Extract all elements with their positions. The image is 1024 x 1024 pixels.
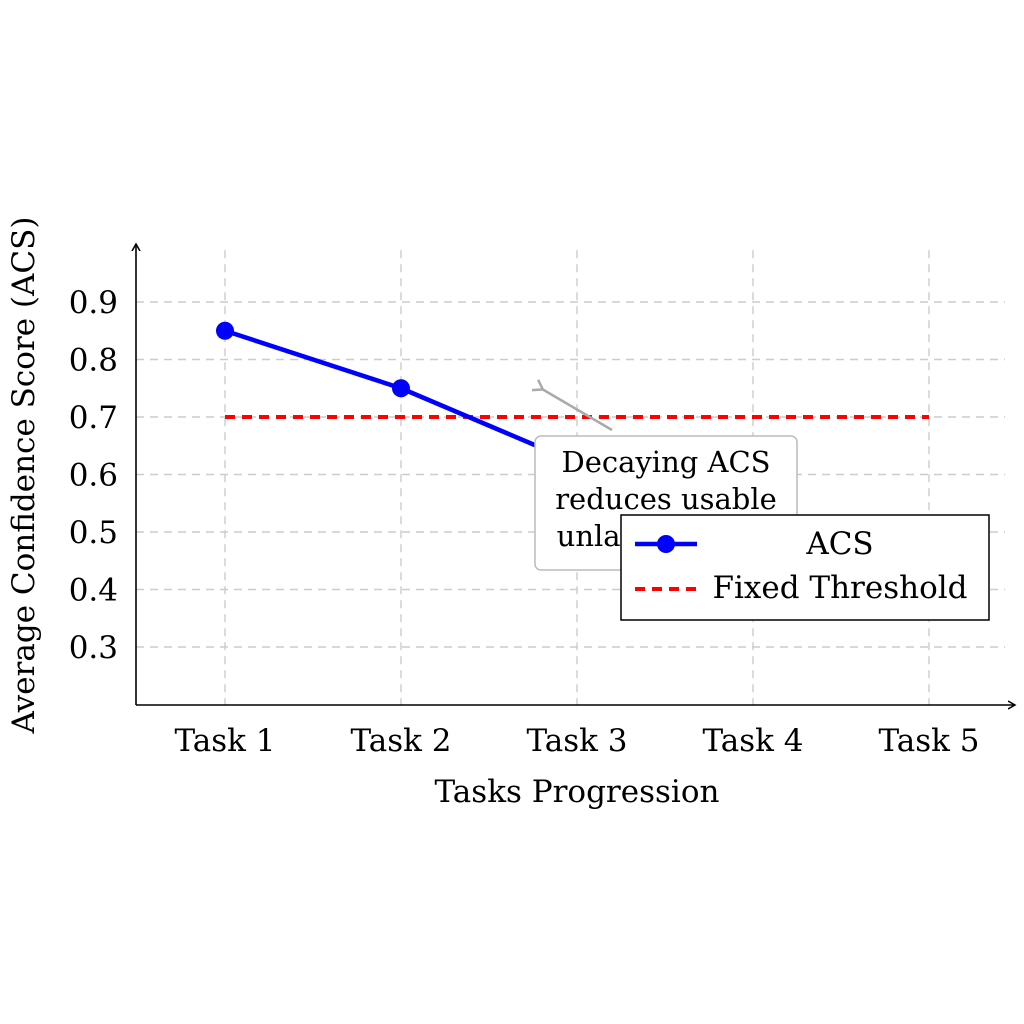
y-tick-label: 0.7	[69, 400, 118, 436]
legend-threshold-label: Fixed Threshold	[712, 570, 967, 606]
y-tick-labels: 0.3 0.4 0.5 0.6 0.7 0.8 0.9	[69, 285, 118, 666]
legend-acs-marker	[657, 535, 675, 553]
y-tick-label: 0.9	[69, 285, 118, 321]
annotation-arrow	[542, 389, 613, 432]
x-tick-label: Task 4	[702, 723, 803, 759]
x-tick-label: Task 5	[878, 723, 979, 759]
x-axis-label: Tasks Progression	[435, 774, 720, 810]
x-tick-label: Task 1	[174, 723, 275, 759]
y-axis-label: Average Confidence Score (ACS)	[6, 217, 42, 735]
legend-acs-label: ACS	[805, 526, 873, 562]
legend: ACS Fixed Threshold	[620, 514, 990, 621]
acs-data-point	[392, 379, 410, 398]
x-tick-label: Task 2	[350, 723, 451, 759]
legend-box	[620, 514, 990, 621]
y-tick-label: 0.4	[69, 573, 118, 609]
y-tick-label: 0.6	[69, 458, 118, 494]
annotation-line-2: reduces usable	[555, 482, 777, 516]
y-tick-label: 0.3	[69, 630, 118, 666]
annotation-line-1: Decaying ACS	[561, 445, 770, 479]
x-tick-labels: Task 1 Task 2 Task 3 Task 4 Task 5	[174, 723, 979, 759]
y-tick-label: 0.5	[69, 515, 118, 551]
acs-data-point	[216, 321, 234, 340]
y-tick-label: 0.8	[69, 343, 118, 379]
x-tick-label: Task 3	[526, 723, 627, 759]
